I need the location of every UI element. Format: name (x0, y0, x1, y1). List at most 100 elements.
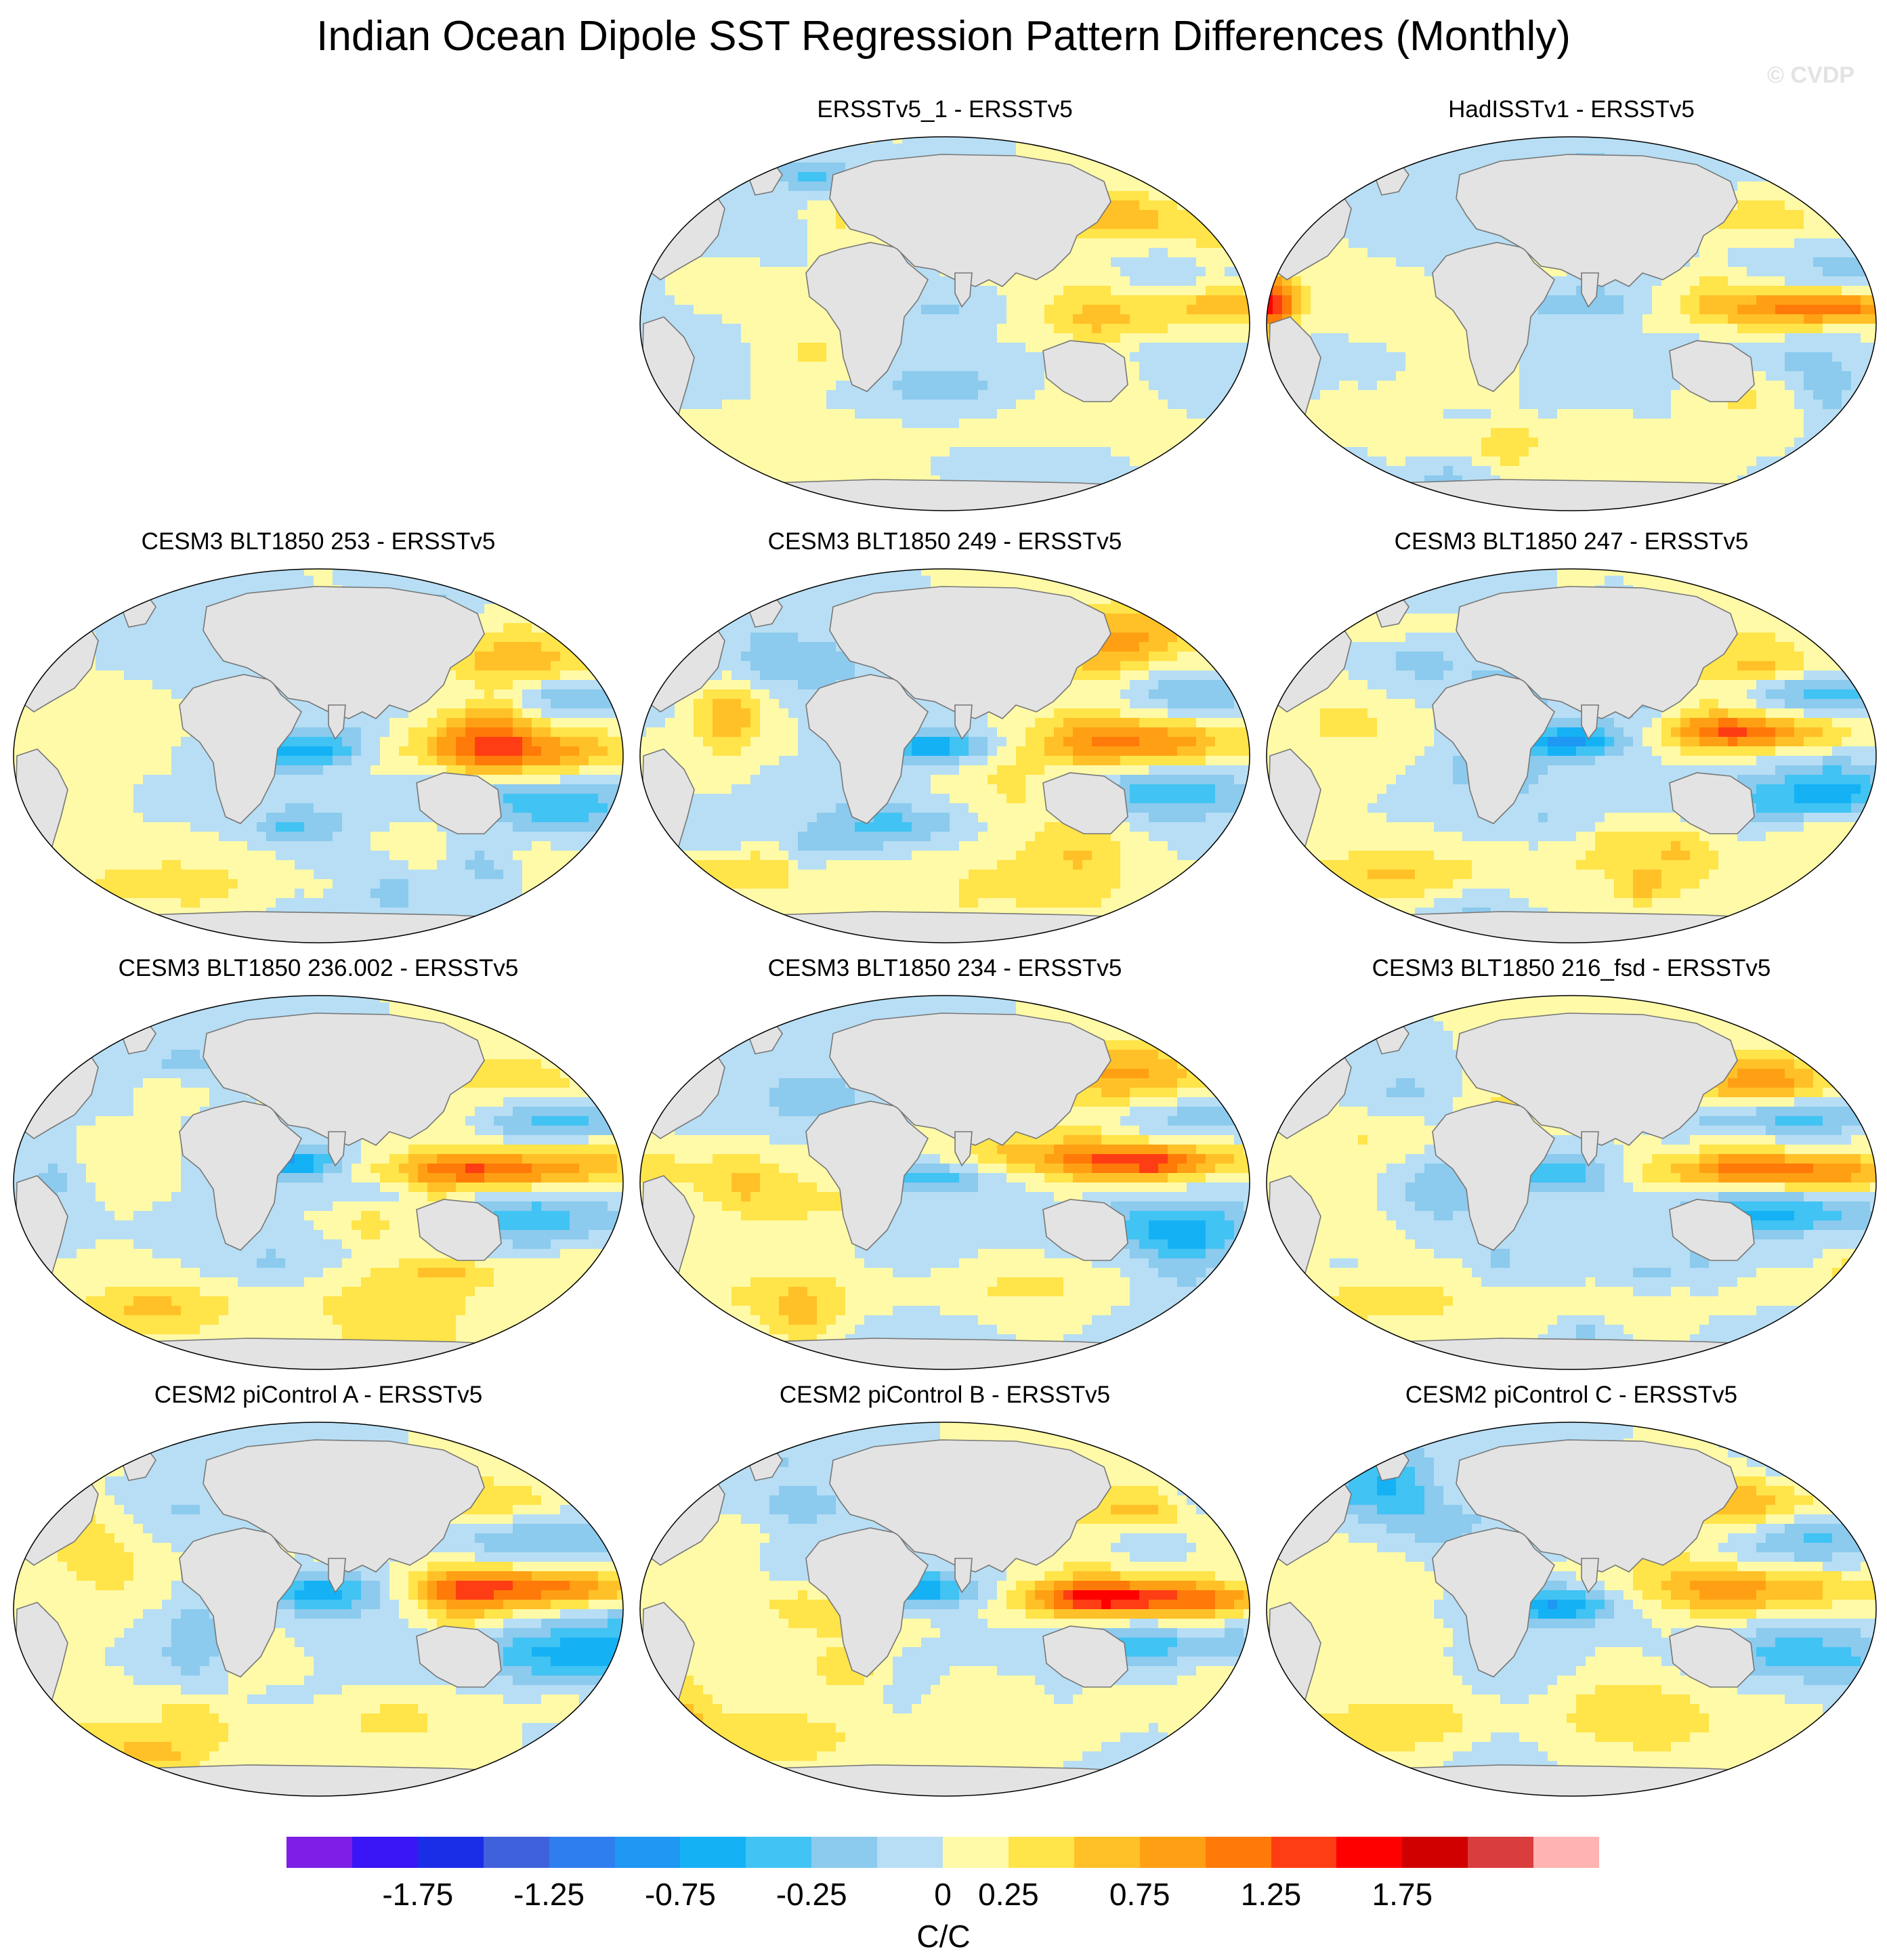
colorbar (287, 1837, 1600, 1868)
colorbar-tick-label: -1.75 (382, 1876, 453, 1913)
sst-map (639, 995, 1250, 1370)
land-mass (954, 1131, 973, 1167)
colorbar-swatch (1205, 1837, 1271, 1868)
sst-map (13, 1422, 624, 1797)
land-mass (416, 772, 502, 834)
map-outline (13, 1422, 624, 1797)
panel-title: ERSSTv5_1 - ERSSTv5 (637, 96, 1253, 123)
panel-title: CESM3 BLT1850 249 - ERSSTv5 (637, 528, 1253, 555)
colorbar-swatch (1074, 1837, 1141, 1868)
map-panel: CESM3 BLT1850 247 - ERSSTv5 (1263, 528, 1880, 948)
land-mass (829, 1439, 1111, 1573)
map-panel: CESM2 piControl C - ERSSTv5 (1263, 1382, 1880, 1802)
panel-title: CESM3 BLT1850 247 - ERSSTv5 (1263, 528, 1880, 555)
land-mass (1581, 1131, 1599, 1167)
land-mass (1317, 479, 1846, 511)
land-mass (1456, 1013, 1738, 1146)
land-mass (416, 1199, 502, 1261)
land-mass (1042, 772, 1128, 834)
sst-map (639, 136, 1250, 511)
sst-field (1267, 569, 1876, 943)
land-mass (203, 1013, 485, 1146)
sst-field (640, 1422, 1250, 1796)
sst-field (14, 1422, 623, 1796)
map-panel: CESM3 BLT1850 249 - ERSSTv5 (637, 528, 1253, 948)
map-outline (639, 1422, 1250, 1797)
map-panel: CESM2 piControl A - ERSSTv5 (10, 1382, 627, 1802)
panel-title: CESM3 BLT1850 234 - ERSSTv5 (637, 955, 1253, 982)
land-mass (1042, 1199, 1128, 1261)
map-outline (639, 995, 1250, 1370)
map-outline (1266, 1422, 1877, 1797)
land-mass (1456, 154, 1738, 287)
land-mass (1317, 1338, 1846, 1369)
map-panel: CESM3 BLT1850 234 - ERSSTv5 (637, 955, 1253, 1375)
sst-field (640, 996, 1250, 1369)
sst-field (1267, 1422, 1876, 1796)
land-mass (64, 1764, 593, 1796)
sst-map (639, 1422, 1250, 1797)
land-mass (1669, 1625, 1755, 1688)
sst-map (639, 568, 1250, 943)
land-mass (954, 272, 973, 308)
land-mass (1581, 272, 1599, 308)
colorbar-swatch (417, 1837, 484, 1868)
sst-map (1266, 995, 1877, 1370)
figure-title: Indian Ocean Dipole SST Regression Patte… (0, 12, 1887, 60)
land-mass (1432, 1101, 1555, 1251)
land-mass (1456, 586, 1738, 719)
colorbar-swatch (877, 1837, 944, 1868)
cvdp-watermark: © CVDP (1767, 62, 1854, 89)
land-mass (1432, 674, 1555, 824)
land-mass (690, 911, 1220, 943)
panel-title: CESM3 BLT1850 253 - ERSSTv5 (10, 528, 627, 555)
colorbar-swatch (287, 1837, 353, 1868)
land-mass (328, 704, 346, 740)
land-mass (203, 1439, 485, 1573)
land-mass (805, 674, 929, 824)
land-mass (954, 704, 973, 740)
panel-title: HadISSTv1 - ERSSTv5 (1263, 96, 1880, 123)
panel-title: CESM3 BLT1850 236.002 - ERSSTv5 (10, 955, 627, 982)
land-mass (690, 1764, 1220, 1796)
map-outline (13, 568, 624, 943)
land-mass (1317, 1764, 1846, 1796)
land-mass (328, 1558, 346, 1594)
map-panel: ERSSTv5_1 - ERSSTv5 (637, 96, 1253, 516)
colorbar-tick-label: 1.75 (1372, 1876, 1433, 1913)
colorbar-tick-label: 1.25 (1241, 1876, 1302, 1913)
map-outline (13, 995, 624, 1370)
colorbar-tick-label: -1.25 (513, 1876, 585, 1913)
land-mass (1042, 1625, 1128, 1688)
sst-field (1267, 996, 1876, 1369)
land-mass (1456, 1439, 1738, 1573)
map-panel: CESM3 BLT1850 216_fsd - ERSSTv5 (1263, 955, 1880, 1375)
colorbar-tick-label: -0.75 (645, 1876, 716, 1913)
colorbar-swatch (1271, 1837, 1337, 1868)
land-mass (1581, 704, 1599, 740)
land-mass (805, 242, 929, 392)
map-outline (1266, 568, 1877, 943)
land-mass (1669, 1199, 1755, 1261)
land-mass (203, 586, 485, 719)
sst-map (1266, 1422, 1877, 1797)
land-mass (690, 479, 1220, 511)
colorbar-swatch (811, 1837, 878, 1868)
colorbar-swatch (1533, 1837, 1600, 1868)
colorbar-tick-label: 0.25 (978, 1876, 1039, 1913)
land-mass (1432, 1527, 1555, 1678)
sst-field (14, 569, 623, 943)
colorbar-swatch (1008, 1837, 1075, 1868)
land-mass (179, 674, 302, 824)
map-panel: HadISSTv1 - ERSSTv5 (1263, 96, 1880, 516)
map-panel: CESM3 BLT1850 236.002 - ERSSTv5 (10, 955, 627, 1375)
map-outline (639, 136, 1250, 511)
map-outline (1266, 136, 1877, 511)
land-mass (1432, 242, 1555, 392)
sst-field (640, 569, 1250, 943)
land-mass (179, 1527, 302, 1678)
panel-title: CESM2 piControl B - ERSSTv5 (637, 1382, 1253, 1409)
panel-title: CESM3 BLT1850 216_fsd - ERSSTv5 (1263, 955, 1880, 982)
colorbar-tick-label: 0.75 (1109, 1876, 1170, 1913)
land-mass (805, 1101, 929, 1251)
